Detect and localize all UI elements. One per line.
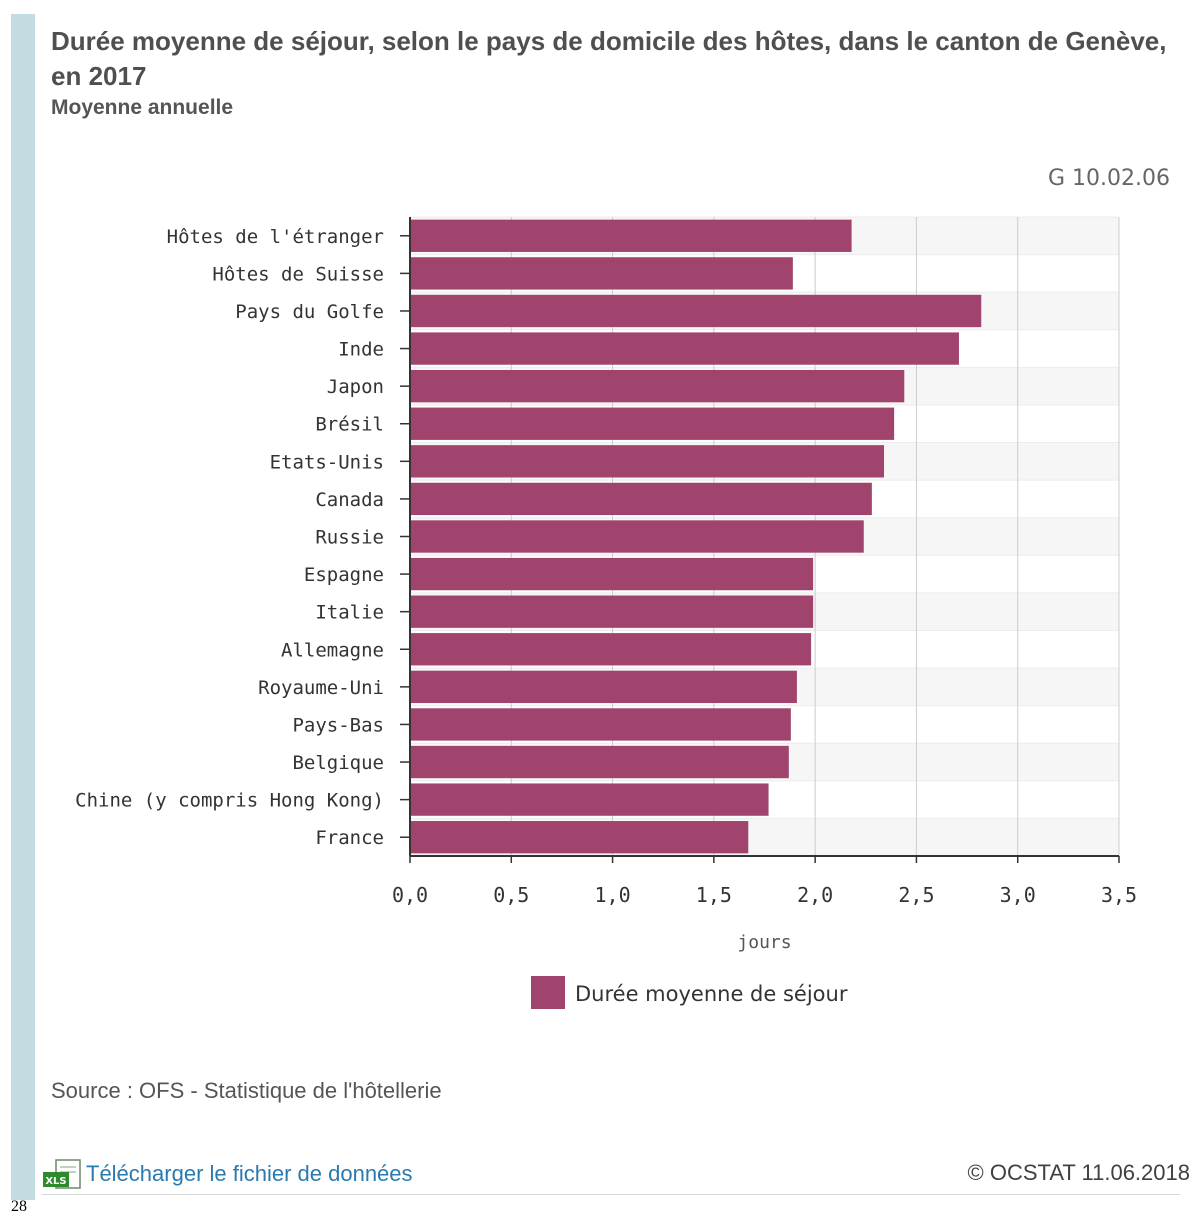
bar bbox=[410, 745, 789, 779]
left-accent-bar bbox=[11, 14, 35, 1200]
x-tick-label: 3,5 bbox=[1101, 883, 1137, 907]
legend-swatch bbox=[531, 976, 565, 1009]
svg-text:XLS: XLS bbox=[45, 1176, 66, 1187]
bar bbox=[410, 407, 895, 440]
x-axis-title: jours bbox=[737, 932, 791, 953]
bar bbox=[410, 257, 793, 290]
category-label: Hôtes de l'étranger bbox=[167, 226, 384, 248]
bar bbox=[410, 294, 982, 328]
bottom-divider bbox=[42, 1194, 1180, 1195]
category-label: Pays du Golfe bbox=[235, 301, 384, 323]
category-label: France bbox=[315, 827, 384, 849]
bar bbox=[410, 369, 905, 403]
bar bbox=[410, 670, 797, 704]
bar bbox=[410, 445, 885, 478]
bar-chart: 0,0 0,5 1,0 1,5 2,0 2,5 3,0 3,5 Hôtes de l'étran… bbox=[75, 216, 1137, 1009]
x-tick-label: 1,5 bbox=[696, 883, 732, 907]
bar bbox=[410, 783, 769, 816]
bar bbox=[410, 821, 749, 854]
category-label: Chine (y compris Hong Kong) bbox=[75, 790, 384, 812]
category-label: Inde bbox=[338, 339, 384, 361]
x-tick-label: 0,0 bbox=[392, 883, 428, 907]
category-label: Allemagne bbox=[281, 639, 384, 661]
category-label: Canada bbox=[315, 489, 384, 511]
bar bbox=[410, 557, 814, 591]
category-label: Russie bbox=[315, 527, 384, 549]
category-label: Royaume-Uni bbox=[258, 677, 384, 699]
page-number: 28 bbox=[11, 1198, 27, 1215]
copyright-note: © OCSTAT 11.06.2018 bbox=[967, 1160, 1190, 1185]
x-tick-label: 3,0 bbox=[1000, 883, 1036, 907]
bar bbox=[410, 633, 812, 666]
category-label: Espagne bbox=[304, 564, 384, 586]
chart-subtitle: Moyenne annuelle bbox=[51, 96, 234, 119]
x-tick-label: 2,0 bbox=[797, 883, 833, 907]
chart-title: Durée moyenne de séjour, selon le pays d… bbox=[51, 26, 1167, 91]
bar bbox=[410, 482, 872, 516]
legend-label: Durée moyenne de séjour bbox=[575, 982, 848, 1006]
source-note: Source : OFS - Statistique de l'hôteller… bbox=[51, 1078, 442, 1103]
category-label: Hôtes de Suisse bbox=[212, 263, 384, 285]
x-tick-label: 1,0 bbox=[595, 883, 631, 907]
x-tick-label: 0,5 bbox=[493, 883, 529, 907]
chart-code: G 10.02.06 bbox=[1047, 166, 1170, 191]
bar bbox=[410, 332, 959, 365]
category-label: Etats-Unis bbox=[270, 451, 384, 473]
download-data-label: Télécharger le fichier de données bbox=[86, 1161, 413, 1186]
download-data-link[interactable]: XLS Télécharger le fichier de données bbox=[42, 1158, 413, 1190]
category-label: Italie bbox=[315, 602, 384, 624]
category-label: Pays-Bas bbox=[292, 714, 384, 736]
category-label: Brésil bbox=[315, 414, 384, 436]
x-tick-label: 2,5 bbox=[898, 883, 934, 907]
bar bbox=[410, 595, 814, 628]
category-label: Belgique bbox=[292, 752, 384, 774]
bar bbox=[410, 219, 852, 252]
category-label: Japon bbox=[327, 376, 384, 398]
bar bbox=[410, 520, 864, 553]
bar bbox=[410, 708, 791, 741]
xls-file-icon: XLS bbox=[42, 1158, 82, 1190]
